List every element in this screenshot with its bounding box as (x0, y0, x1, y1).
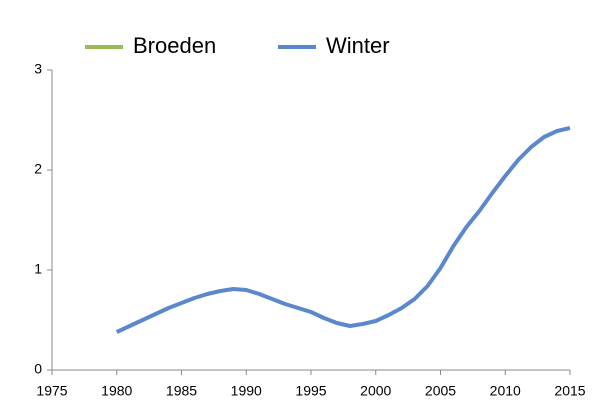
legend-label: Broeden (133, 33, 216, 58)
series-line (115, 126, 571, 334)
x-tick-label: 1985 (166, 383, 197, 399)
y-tick-label: 2 (34, 161, 42, 177)
x-tick-label: 2010 (490, 383, 521, 399)
x-tick-label: 2000 (360, 383, 391, 399)
x-tick-label: 2005 (425, 383, 456, 399)
y-tick-label: 0 (34, 361, 42, 377)
x-tick-label: 1990 (231, 383, 262, 399)
x-tick-label: 2015 (554, 383, 585, 399)
x-tick-label: 1995 (295, 383, 326, 399)
y-tick-label: 3 (34, 61, 42, 77)
x-tick-label: 1975 (36, 383, 67, 399)
y-tick-label: 1 (34, 261, 42, 277)
legend-label: Winter (326, 33, 390, 58)
x-tick-label: 1980 (101, 383, 132, 399)
